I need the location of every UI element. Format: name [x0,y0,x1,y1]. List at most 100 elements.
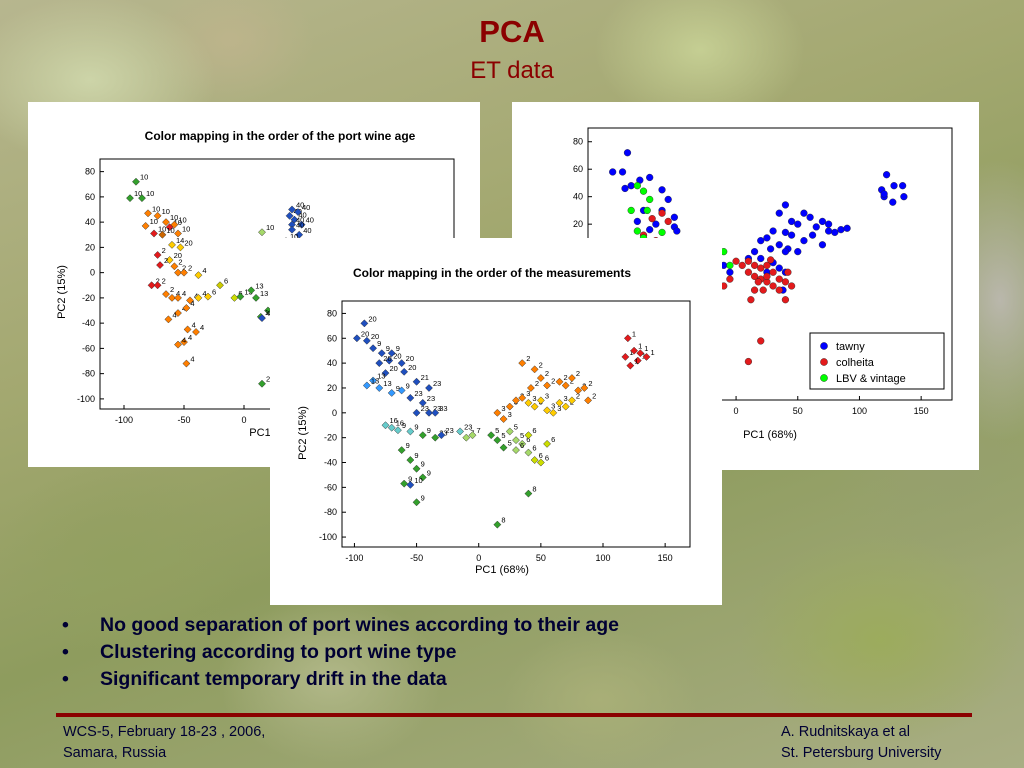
data-point [536,396,545,405]
data-point [431,433,440,442]
data-point [658,209,666,217]
slide-subtitle: ET data [470,57,554,84]
data-point [162,290,170,299]
data-point-label: 4 [194,291,198,300]
footer-affiliation: St. Petersburg University [781,745,942,761]
data-point-label: 1 [632,329,636,338]
data-point [150,229,158,238]
data-point-label: 2 [156,276,160,285]
data-point-label: 4 [182,289,186,298]
y-tick-label: 40 [85,217,95,227]
data-point-label: 6 [520,441,524,450]
data-point-label: 3 [557,404,561,413]
data-point-label: 13 [383,379,391,388]
legend-marker [820,374,828,382]
data-point [183,325,192,334]
data-point-label: 2 [266,375,270,384]
data-point [153,251,162,259]
data-point [759,286,767,294]
data-point [530,402,539,411]
data-point [387,423,396,432]
data-point-label: 10 [170,213,178,222]
y-tick-label: 40 [327,358,337,368]
data-point-label: 20 [184,238,192,247]
data-point [182,304,191,312]
data-point [880,190,888,198]
data-point-label: 6 [526,435,530,444]
data-point [194,293,203,302]
data-point-label: 9 [421,460,425,469]
data-point [543,439,552,448]
data-point [505,427,514,436]
data-point [561,402,570,411]
data-point [381,421,390,430]
data-point [646,195,654,204]
data-point [775,286,783,294]
legend-label: tawny [836,341,865,353]
data-point-label: 20 [390,364,398,373]
data-point [297,220,306,229]
data-point-label: 2 [545,369,549,378]
data-point [757,237,765,245]
data-point [170,220,179,229]
data-point-label: 2 [588,379,592,388]
data-point [381,369,390,378]
data-point [626,361,635,370]
data-point [518,393,527,402]
data-point [352,334,361,343]
data-point-label: 6 [532,426,536,435]
data-point [387,349,396,358]
data-point-label: 16 [390,416,398,425]
data-point-label: 10 [178,216,186,225]
data-point [493,436,502,445]
data-point [512,396,520,405]
data-point [182,359,191,368]
data-point-label: 23 [427,394,435,403]
x-tick-label: 50 [793,406,803,416]
bullet-item: • Clustering according to port wine type [62,639,619,666]
slide-title: PCA [479,14,545,49]
data-point [767,256,775,264]
data-point [216,281,224,290]
data-point [493,520,502,529]
data-point [744,268,753,276]
data-point [825,220,833,228]
data-point [775,209,783,217]
data-point [530,365,539,374]
data-point [512,446,520,455]
data-point-label: 20 [371,332,379,341]
data-point-label: 20 [368,314,376,323]
data-point [648,215,656,223]
data-point [744,257,753,265]
data-point-label: 4 [200,323,204,332]
data-point [750,286,759,294]
data-point-label: 23 [464,422,472,431]
data-point [153,211,162,220]
y-axis-label: PC2 (15%) [56,265,68,319]
x-tick-label: 100 [852,406,867,416]
data-point-label: 9 [427,426,431,435]
data-point [144,209,152,218]
data-point [609,168,617,176]
data-point [186,296,194,305]
data-point [812,223,820,231]
data-point-label: 2 [188,264,192,273]
data-point [763,261,771,269]
data-point-label: 13 [265,308,273,317]
y-tick-label: -60 [82,343,95,353]
data-point-label: 2 [162,276,166,285]
data-point [132,177,140,186]
data-point-label: 23 [414,389,422,398]
data-point-label: 20 [408,363,416,372]
data-point [744,357,753,366]
x-axis-label: PC1 (68%) [743,429,797,441]
data-point [543,406,552,415]
data-point-label: 1 [629,348,633,357]
data-point-label: 2 [576,391,580,400]
data-point [800,237,808,245]
data-point [750,272,759,280]
data-point [561,381,570,390]
data-point-label: 10 [174,218,182,227]
data-point-label: 2 [164,256,168,265]
bullet-marker: • [62,614,69,636]
